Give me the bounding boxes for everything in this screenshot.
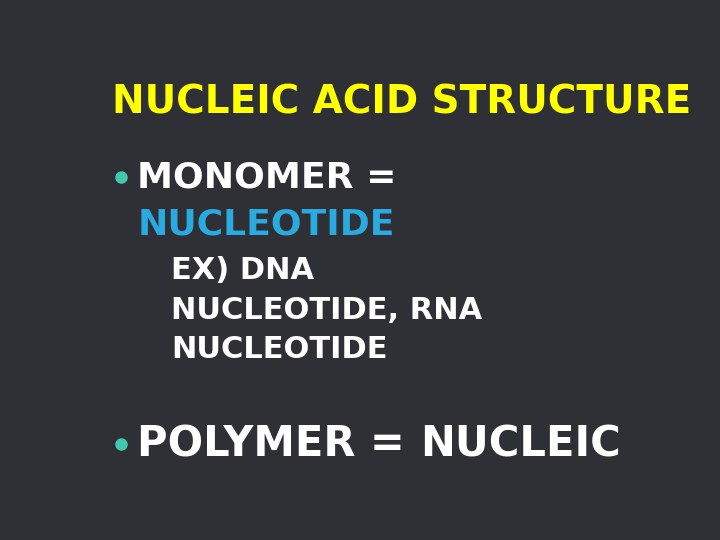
Text: NUCLEOTIDE: NUCLEOTIDE [171,335,387,364]
Text: NUCLEIC: NUCLEIC [420,423,621,465]
Text: NUCLEOTIDE: NUCLEOTIDE [138,208,395,242]
Text: EX) DNA: EX) DNA [171,256,314,285]
Text: NUCLEOTIDE, RNA: NUCLEOTIDE, RNA [171,295,482,325]
Text: MONOMER =: MONOMER = [138,160,410,194]
Text: NUCLEIC ACID STRUCTURE: NUCLEIC ACID STRUCTURE [112,84,692,122]
Text: POLYMER =: POLYMER = [138,423,420,465]
